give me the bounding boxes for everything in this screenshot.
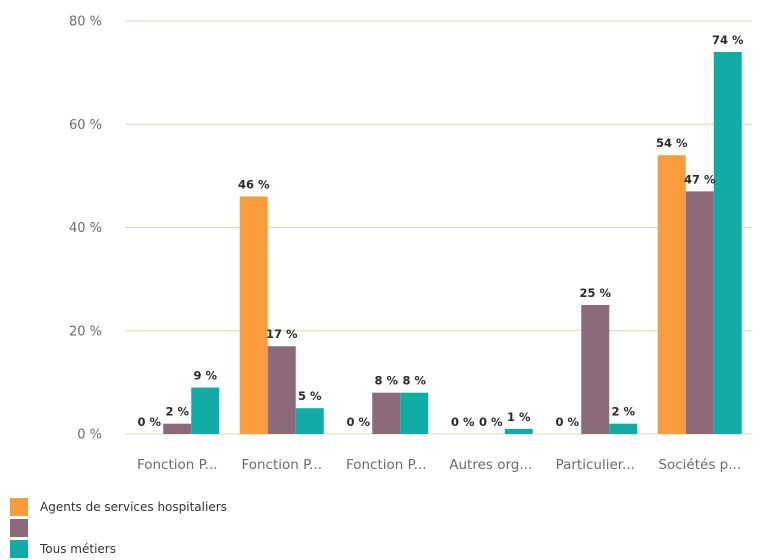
bar [581,304,610,434]
x-category-label: Fonction P... [137,457,218,473]
bar-chart: 0 % 20 % 40 % 60 % 80 % 0 % 2 % 9 % 46 % 17 % 5 %… [69,15,752,473]
gridlines [125,20,752,435]
legend: Agents de services hospitaliers Tous mét… [10,497,227,560]
legend-swatch [10,540,28,558]
legend-item[interactable] [10,518,227,538]
data-label: 54 % [656,136,688,150]
y-tick-label: 0 % [77,428,102,443]
legend-label: Agents de services hospitaliers [40,500,227,514]
x-category-label: Sociétés p... [658,457,741,473]
data-label: 46 % [238,178,270,192]
data-label: 1 % [507,410,531,424]
bar [191,387,220,434]
data-label: 5 % [298,389,322,403]
y-tick-label: 20 % [69,324,102,339]
x-axis-categories: Fonction P... Fonction P... Fonction P... A… [137,457,741,473]
data-label: 17 % [266,327,298,341]
data-label: 8 % [374,374,398,388]
data-label: 2 % [165,405,189,419]
legend-item[interactable]: Agents de services hospitaliers [10,497,227,517]
data-label: 0 % [451,415,475,429]
data-label: 74 % [712,33,744,47]
bar [400,392,429,434]
data-label: 47 % [684,172,716,186]
legend-swatch [10,519,28,537]
y-tick-label: 80 % [69,15,102,30]
data-label: 0 % [555,415,579,429]
x-category-label: Fonction P... [241,457,322,473]
data-labels: 0 % 2 % 9 % 46 % 17 % 5 % 0 % 8 % 8 % 0 % 0 % 1 % 0 … [137,33,744,429]
bar [685,191,714,434]
legend-swatch [10,498,28,516]
x-category-label: Fonction P... [346,457,427,473]
data-label: 8 % [402,374,426,388]
y-axis-ticks: 0 % 20 % 40 % 60 % 80 % [69,15,102,443]
data-label: 0 % [479,415,503,429]
legend-item[interactable]: Tous métiers [10,539,227,559]
x-category-label: Autres org... [449,457,532,473]
legend-label: Tous métiers [40,542,116,556]
bar [163,423,192,434]
bar [295,408,324,434]
bar [372,392,401,434]
data-label: 25 % [579,286,611,300]
y-tick-label: 60 % [69,118,102,133]
bar [713,51,742,434]
x-category-label: Particulier... [556,457,635,473]
bar [267,346,296,434]
bar [657,155,686,434]
data-label: 0 % [137,415,161,429]
bars [163,51,742,434]
y-tick-label: 40 % [69,221,102,236]
data-label: 9 % [193,369,217,383]
bar [504,428,533,434]
data-label: 2 % [611,405,635,419]
data-label: 0 % [346,415,370,429]
bar [239,196,268,434]
bar [609,423,638,434]
